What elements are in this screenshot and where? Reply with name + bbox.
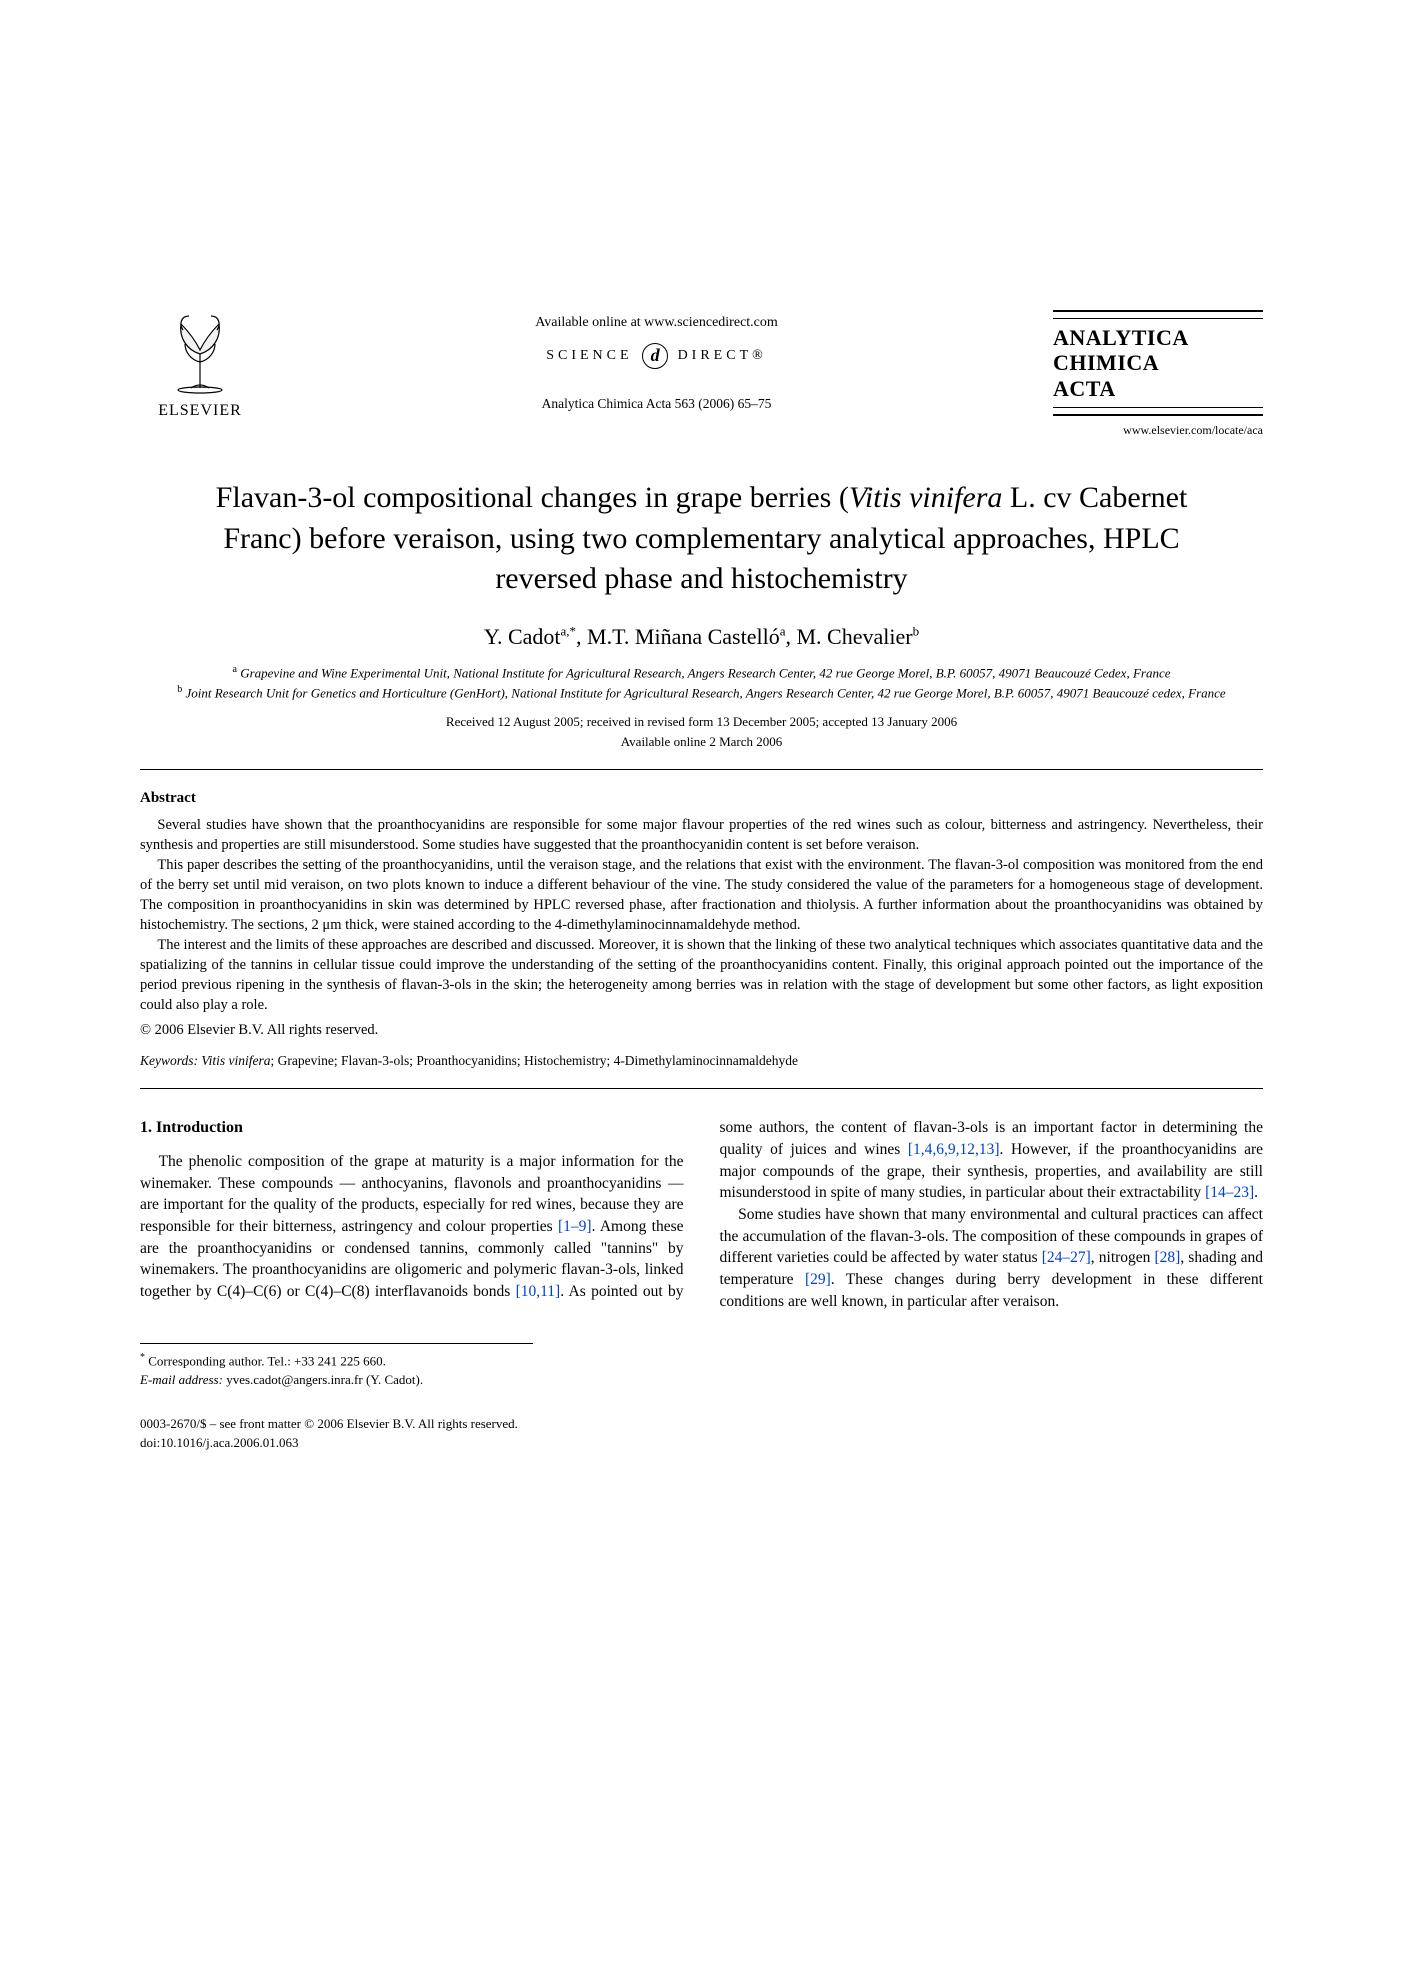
authors-line: Y. Cadota,*, M.T. Miñana Castellóa, M. C… xyxy=(140,622,1263,652)
author-1: Y. Cadot xyxy=(484,624,561,649)
journal-title: ANALYTICA CHIMICA ACTA xyxy=(1053,325,1263,401)
author-2: , M.T. Miñana Castelló xyxy=(576,624,780,649)
abstract-copyright: © 2006 Elsevier B.V. All rights reserved… xyxy=(140,1021,1263,1041)
sciencedirect-logo: SCIENCE d DIRECT® xyxy=(260,343,1053,369)
ref-28[interactable]: [28] xyxy=(1155,1249,1181,1266)
ref-1-9[interactable]: [1–9] xyxy=(558,1218,592,1235)
elsevier-tree-icon xyxy=(140,310,260,394)
abstract-p3: The interest and the limits of these app… xyxy=(140,935,1263,1015)
journal-url: www.elsevier.com/locate/aca xyxy=(1053,422,1263,438)
rule-above-abstract xyxy=(140,769,1263,770)
corresponding-author-footnote: * Corresponding author. Tel.: +33 241 22… xyxy=(140,1343,533,1390)
affil-a-text: Grapevine and Wine Experimental Unit, Na… xyxy=(237,666,1171,681)
ref-10-11[interactable]: [10,11] xyxy=(516,1283,561,1300)
journal-rule-top xyxy=(1053,310,1263,312)
title-italic: Vitis vinifera xyxy=(849,481,1003,514)
intro-p3-mid1: , nitrogen xyxy=(1091,1249,1155,1266)
affiliation-b: b Joint Research Unit for Genetics and H… xyxy=(140,683,1263,703)
sd-left: SCIENCE xyxy=(546,348,632,363)
online-line: Available online 2 March 2006 xyxy=(140,732,1263,752)
footnote-line1: * Corresponding author. Tel.: +33 241 22… xyxy=(140,1350,533,1371)
center-header-block: Available online at www.sciencedirect.co… xyxy=(260,310,1053,413)
footnote-line2: E-mail address: yves.cadot@angers.inra.f… xyxy=(140,1370,533,1390)
journal-rule-bottom xyxy=(1053,407,1263,408)
intro-p3: Some studies have shown that many enviro… xyxy=(720,1204,1264,1312)
title-pre: Flavan-3-ol compositional changes in gra… xyxy=(216,481,849,514)
journal-block: ANALYTICA CHIMICA ACTA www.elsevier.com/… xyxy=(1053,310,1263,438)
journal-rule-bottom2 xyxy=(1053,414,1263,416)
author-3-affil: b xyxy=(913,623,920,638)
journal-rule-top2 xyxy=(1053,318,1263,319)
doi-line: doi:10.1016/j.aca.2006.01.063 xyxy=(140,1433,1263,1453)
affiliation-a: a Grapevine and Wine Experimental Unit, … xyxy=(140,663,1263,683)
received-line: Received 12 August 2005; received in rev… xyxy=(140,712,1263,732)
citation-line: Analytica Chimica Acta 563 (2006) 65–75 xyxy=(260,395,1053,413)
header-row: ELSEVIER Available online at www.science… xyxy=(140,310,1263,438)
journal-title-line3: ACTA xyxy=(1053,376,1263,401)
keywords-label: Keywords: xyxy=(140,1053,201,1068)
section-1-heading: 1. Introduction xyxy=(140,1117,684,1139)
rule-below-keywords xyxy=(140,1088,1263,1089)
affiliations: a Grapevine and Wine Experimental Unit, … xyxy=(140,663,1263,702)
ref-29[interactable]: [29] xyxy=(805,1271,831,1288)
abstract-p1: Several studies have shown that the proa… xyxy=(140,815,1263,855)
ref-14-23[interactable]: [14–23] xyxy=(1205,1184,1254,1201)
journal-title-line1: ANALYTICA xyxy=(1053,325,1263,350)
ref-24-27[interactable]: [24–27] xyxy=(1042,1249,1091,1266)
affil-b-text: Joint Research Unit for Genetics and Hor… xyxy=(182,685,1225,700)
keywords-italic: Vitis vinifera xyxy=(201,1053,270,1068)
publisher-block: ELSEVIER xyxy=(140,310,260,422)
article-dates: Received 12 August 2005; received in rev… xyxy=(140,712,1263,751)
keywords-line: Keywords: Vitis vinifera; Grapevine; Fla… xyxy=(140,1052,1263,1070)
journal-title-line2: CHIMICA xyxy=(1053,350,1263,375)
abstract-p2: This paper describes the setting of the … xyxy=(140,855,1263,935)
email-value: yves.cadot@angers.inra.fr (Y. Cadot). xyxy=(223,1372,423,1387)
publisher-name: ELSEVIER xyxy=(140,400,260,422)
keywords-rest: ; Grapevine; Flavan-3-ols; Proanthocyani… xyxy=(271,1053,799,1068)
email-label: E-mail address: xyxy=(140,1372,223,1387)
footnote-corr: Corresponding author. Tel.: +33 241 225 … xyxy=(145,1353,386,1368)
intro-p2-post: . xyxy=(1254,1184,1258,1201)
available-online-text: Available online at www.sciencedirect.co… xyxy=(260,314,1053,333)
article-title: Flavan-3-ol compositional changes in gra… xyxy=(200,478,1203,600)
bottom-meta: 0003-2670/$ – see front matter © 2006 El… xyxy=(140,1414,1263,1453)
abstract-label: Abstract xyxy=(140,788,1263,808)
sd-right: DIRECT® xyxy=(678,348,767,363)
ref-1-4-6-9-12-13[interactable]: [1,4,6,9,12,13] xyxy=(908,1141,1000,1158)
sd-d-icon: d xyxy=(642,343,668,369)
author-1-affil: a, xyxy=(561,623,570,638)
issn-line: 0003-2670/$ – see front matter © 2006 El… xyxy=(140,1414,1263,1434)
abstract-block: Abstract Several studies have shown that… xyxy=(140,788,1263,1040)
author-3: , M. Chevalier xyxy=(786,624,913,649)
body-columns: 1. Introduction The phenolic composition… xyxy=(140,1117,1263,1312)
